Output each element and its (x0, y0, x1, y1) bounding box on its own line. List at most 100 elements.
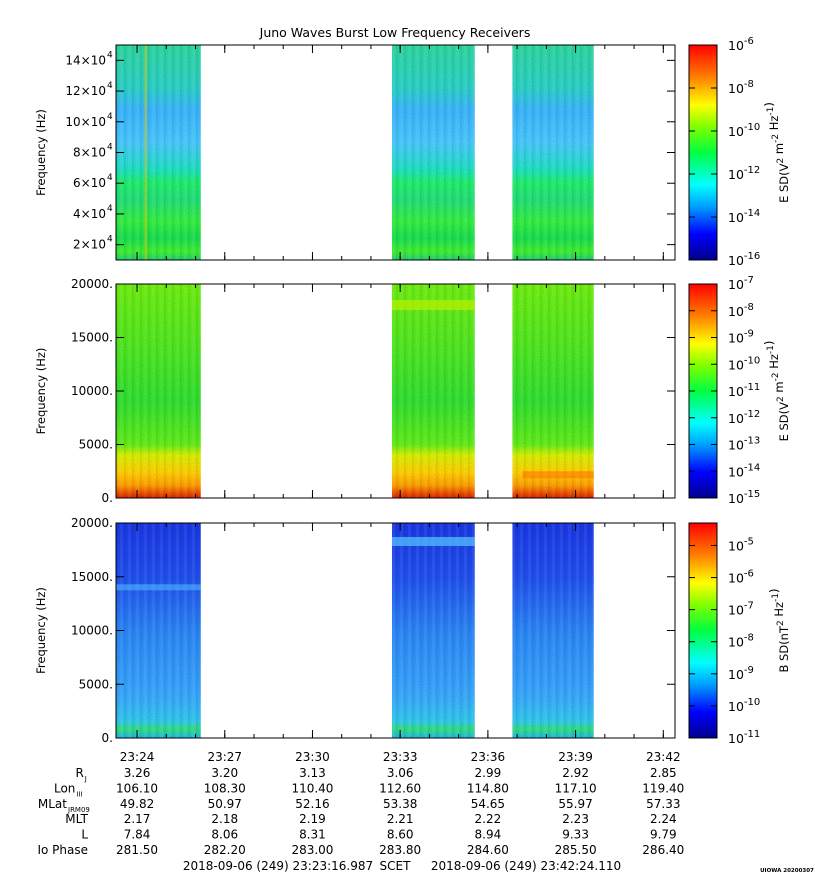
y-tick-label: 20000. (71, 277, 113, 291)
colorbar-tick-label: 10-8 (728, 633, 754, 650)
colorbar-tick-label: 10-10 (728, 697, 760, 714)
ephemeris-value: 286.40 (642, 843, 684, 857)
y-tick-label: 20000. (71, 516, 113, 530)
ephemeris-value: 283.80 (379, 843, 421, 857)
panel-3: 0. 5000. 10000. 15000. 20000. Frequency (Hz) 1… (34, 516, 791, 746)
ephemeris-value: 50.97 (208, 797, 242, 811)
ephemeris-value: 108.30 (204, 781, 246, 795)
colorbar-tick-label: 10-13 (728, 436, 760, 453)
ephemeris-value: 8.94 (475, 828, 502, 842)
y-tick-label: 10000. (71, 384, 113, 398)
colorbar-tick-label: 10-8 (728, 302, 754, 319)
ephemeris-value: 8.60 (387, 828, 414, 842)
y-tick-label-exponent: 4 (107, 50, 113, 60)
ephemeris-value: 112.60 (379, 781, 421, 795)
ephemeris-value: 110.40 (291, 781, 333, 795)
colorbar-tick-label: 10-14 (728, 208, 760, 225)
colorbar-tick-label: 10-8 (728, 79, 754, 96)
ephemeris-value: 8.06 (211, 828, 238, 842)
ephemeris-value: 2.18 (211, 812, 238, 826)
y-tick-label-exponent: 4 (107, 143, 113, 153)
ephemeris-value: 7.84 (124, 828, 151, 842)
ephemeris-value: 3.26 (124, 766, 151, 780)
x-tick-label: 23:30 (295, 750, 330, 764)
ephemeris-row-label: Lon (54, 781, 75, 795)
ephemeris-value: 114.80 (467, 781, 509, 795)
y-tick-label-exponent: 4 (107, 173, 113, 183)
x-tick-label: 23:42 (646, 750, 681, 764)
y-tick-label: 0. (102, 491, 113, 505)
emission-feature (391, 300, 475, 311)
x-tick-label: 23:33 (383, 750, 418, 764)
emission-feature (522, 471, 594, 479)
ephemeris-value: 49.82 (120, 797, 154, 811)
colorbar-tick-label: 10-12 (728, 165, 760, 182)
colorbar-tick-label: 10-5 (728, 536, 754, 553)
x-tick-label: 23:24 (120, 750, 155, 764)
spectrogram-noise (512, 284, 594, 498)
y-axis-label: Frequency (Hz) (34, 587, 48, 674)
emission-feature (116, 584, 201, 591)
y-tick-label-exponent: 4 (107, 235, 113, 245)
footer-start-time: 2018-09-06 (249) 23:23:16.987 (183, 859, 373, 873)
ephemeris-value: 117.10 (555, 781, 597, 795)
ephemeris-value: 285.50 (555, 843, 597, 857)
y-tick-label: 10000. (71, 624, 113, 638)
colorbar-tick-label: 10-11 (728, 729, 760, 746)
x-tick-label: 23:39 (558, 750, 593, 764)
y-tick-label: 2×10 (73, 238, 106, 252)
ephemeris-value: 57.33 (646, 797, 680, 811)
ephemeris-value: 282.20 (204, 843, 246, 857)
colorbar (688, 44, 718, 261)
colorbar-tick-label: 10-9 (728, 329, 754, 346)
ephemeris-value: 53.38 (383, 797, 417, 811)
ephemeris-value: 2.85 (650, 766, 677, 780)
y-tick-label: 15000. (71, 570, 113, 584)
spectrogram-noise (391, 45, 475, 260)
colorbar (688, 522, 718, 739)
ephemeris-row-label: L (81, 828, 88, 842)
spectrogram-noise (116, 523, 201, 738)
ephemeris-value: 2.92 (562, 766, 589, 780)
footer-scet-label: SCET (380, 859, 412, 873)
footer-stamp: UIOWA 20200307 (760, 868, 814, 874)
ephemeris-row-label-subscript: III (76, 790, 82, 798)
ephemeris-value: 55.97 (558, 797, 592, 811)
ephemeris-value: 54.65 (471, 797, 505, 811)
y-tick-label: 6×10 (73, 176, 106, 190)
ephemeris-value: 8.31 (299, 828, 326, 842)
colorbar-tick-label: 10-7 (728, 275, 754, 292)
colorbar-tick-label: 10-9 (728, 665, 754, 682)
colorbar-tick-label: 10-10 (728, 122, 760, 139)
y-tick-label: 0. (102, 731, 113, 745)
x-tick-label: 23:36 (471, 750, 506, 764)
ephemeris-row-label-subscript: JRM09 (67, 806, 90, 814)
spectrogram-noise (116, 284, 201, 498)
y-tick-label: 5000. (79, 438, 113, 452)
ephemeris-value: 2.23 (562, 812, 589, 826)
ephemeris-value: 52.16 (295, 797, 329, 811)
footer-end-time: 2018-09-06 (249) 23:42:24.110 (431, 859, 621, 873)
colorbar-label: E SD(V2 m-2 Hz-1) (762, 102, 791, 203)
y-tick-label: 12×10 (65, 84, 106, 98)
spectrogram-noise (391, 523, 475, 738)
ephemeris-value: 3.13 (299, 766, 326, 780)
ephemeris-row-label-subscript: J (84, 775, 87, 783)
ephemeris-value: 2.19 (299, 812, 326, 826)
ephemeris-value: 3.20 (211, 766, 238, 780)
spectrogram-noise (391, 284, 475, 498)
panel-1: 2×10 44×10 46×10 48×10 410×10 412×10 414×10 4Fr… (34, 36, 791, 268)
ephemeris-value: 119.40 (642, 781, 684, 795)
y-tick-label: 8×10 (73, 146, 106, 160)
colorbar-label: B SD(nT2 Hz-1) (767, 588, 791, 672)
panels: 2×10 44×10 46×10 48×10 410×10 412×10 414×10 4Fr… (34, 36, 791, 746)
colorbar-tick-label: 10-10 (728, 355, 760, 372)
emission-feature (391, 536, 475, 546)
ephemeris-value: 283.00 (291, 843, 333, 857)
colorbar-tick-label: 10-15 (728, 489, 760, 506)
ephemeris-value: 2.99 (475, 766, 502, 780)
ephemeris-value: 3.06 (387, 766, 414, 780)
y-tick-label: 10×10 (65, 115, 106, 129)
